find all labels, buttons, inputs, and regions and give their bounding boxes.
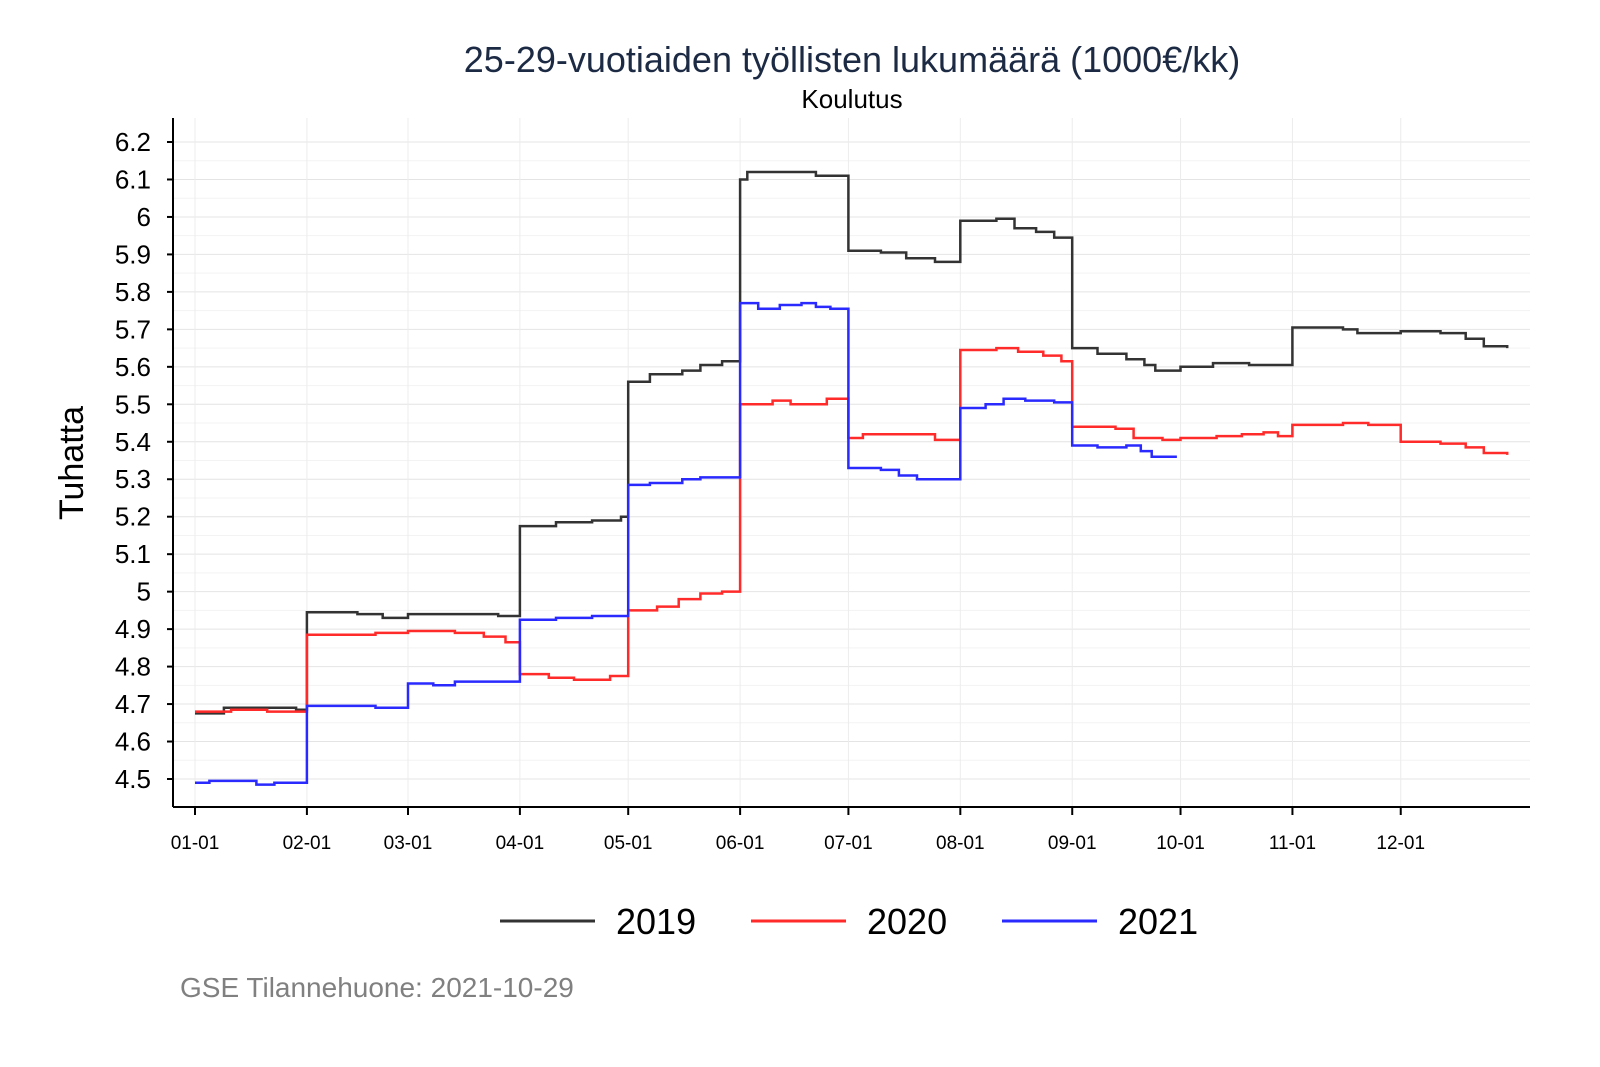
y-tick-label: 5.2 (115, 502, 151, 532)
grid (173, 118, 1530, 807)
legend: 2019 2020 2021 (500, 901, 1198, 942)
x-tick-label: 08-01 (936, 833, 985, 854)
y-tick-label: 4.5 (115, 764, 151, 794)
y-axis-label: Tuhatta (53, 406, 91, 520)
y-tick-label: 4.7 (115, 689, 151, 719)
y-tick-label: 4.9 (115, 614, 151, 644)
caption: GSE Tilannehuone: 2021-10-29 (180, 972, 574, 1003)
series-line-2021 (195, 301, 1177, 786)
legend-label-2020: 2020 (867, 901, 947, 942)
y-tick-label: 6.1 (115, 164, 151, 194)
y-tick-label: 5.9 (115, 239, 151, 269)
legend-label-2021: 2021 (1118, 901, 1198, 942)
x-tick-label: 11-01 (1269, 833, 1316, 854)
x-tick-label: 02-01 (283, 833, 332, 854)
x-tick-label: 04-01 (496, 833, 545, 854)
x-tick-label: 12-01 (1376, 833, 1425, 854)
x-tick-label: 07-01 (824, 833, 873, 854)
y-tick-label: 4.6 (115, 727, 151, 757)
x-tick-label: 09-01 (1048, 833, 1097, 854)
x-tick-label: 05-01 (604, 833, 653, 854)
y-tick-label: 5.1 (115, 539, 151, 569)
y-tick-label: 6.2 (115, 127, 151, 157)
x-tick-label: 01-01 (171, 833, 220, 854)
y-tick-label: 5.7 (115, 314, 151, 344)
x-tick-label: 06-01 (716, 833, 765, 854)
y-tick-label: 5 (137, 577, 151, 607)
x-tick-label: 10-01 (1156, 833, 1205, 854)
series-group (195, 170, 1509, 786)
x-tick-label: 03-01 (384, 833, 433, 854)
series-line-2020 (195, 346, 1509, 713)
y-tick-label: 6 (137, 202, 151, 232)
y-tick-label: 5.3 (115, 464, 151, 494)
y-tick-label: 5.4 (115, 427, 151, 457)
axes: 4.5 4.6 4.7 4.8 4.9 5 5.1 5.2 5.3 5.4 5.5 5.6 5.7 5.8… (115, 118, 1530, 854)
chart-subtitle: Koulutus (801, 84, 902, 114)
series-line-2019 (195, 170, 1509, 715)
chart-title: 25-29-vuotiaiden työllisten lukumäärä (1… (464, 39, 1240, 80)
y-tick-label: 5.6 (115, 352, 151, 382)
legend-label-2019: 2019 (616, 901, 696, 942)
y-tick-label: 5.8 (115, 277, 151, 307)
y-tick-label: 5.5 (115, 389, 151, 419)
y-tick-label: 4.8 (115, 652, 151, 682)
